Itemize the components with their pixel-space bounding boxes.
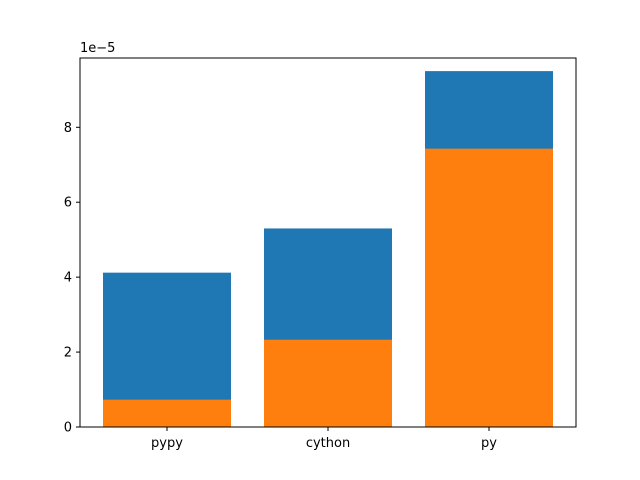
x-axis-ticks: pypy cython py — [151, 427, 497, 451]
bar-series2-pypy — [103, 399, 231, 427]
y-tick-label: 0 — [64, 421, 72, 436]
y-axis-ticks: 0 2 4 6 8 — [64, 121, 80, 436]
x-tick-label-pypy: pypy — [151, 436, 183, 451]
x-tick-label-py: py — [481, 436, 497, 451]
bars-group — [103, 71, 553, 428]
y-tick-label: 2 — [64, 346, 72, 361]
x-tick-label-cython: cython — [306, 436, 350, 451]
y-tick-label: 6 — [64, 196, 72, 211]
bar-series2-py — [425, 148, 553, 427]
y-axis-offset-text: 1e−5 — [80, 41, 115, 56]
bar-series2-cython — [264, 339, 392, 427]
y-tick-label: 8 — [64, 121, 72, 136]
y-tick-label: 4 — [64, 271, 72, 286]
